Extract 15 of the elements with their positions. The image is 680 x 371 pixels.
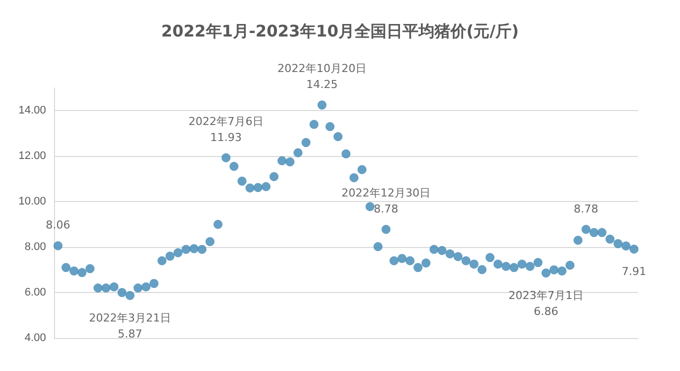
data-label: 2022年7月6日 11.93	[188, 114, 264, 144]
data-label: 2022年12月30日 8.78	[342, 186, 430, 216]
y-tick-label: 14.00	[18, 104, 46, 117]
y-tick-label: 6.00	[24, 286, 46, 299]
y-tick-label: 8.00	[24, 241, 46, 254]
data-label: 8.78	[574, 202, 598, 216]
data-label: 2022年10月20日 14.25	[278, 62, 366, 92]
data-label: 2023年7月1日 6.86	[508, 289, 584, 318]
y-tick-label: 10.00	[18, 196, 46, 208]
y-tick-label: 4.00	[24, 332, 46, 344]
data-label: 7.91	[622, 265, 646, 278]
y-tick-label: 12.00	[18, 150, 46, 162]
data-label: 2022年3月21日 5.87	[89, 312, 171, 340]
chart-title: 2022年1月-2023年10月全国日平均猪价(元/斤)	[161, 22, 519, 40]
data-label: 8.06	[46, 218, 70, 232]
